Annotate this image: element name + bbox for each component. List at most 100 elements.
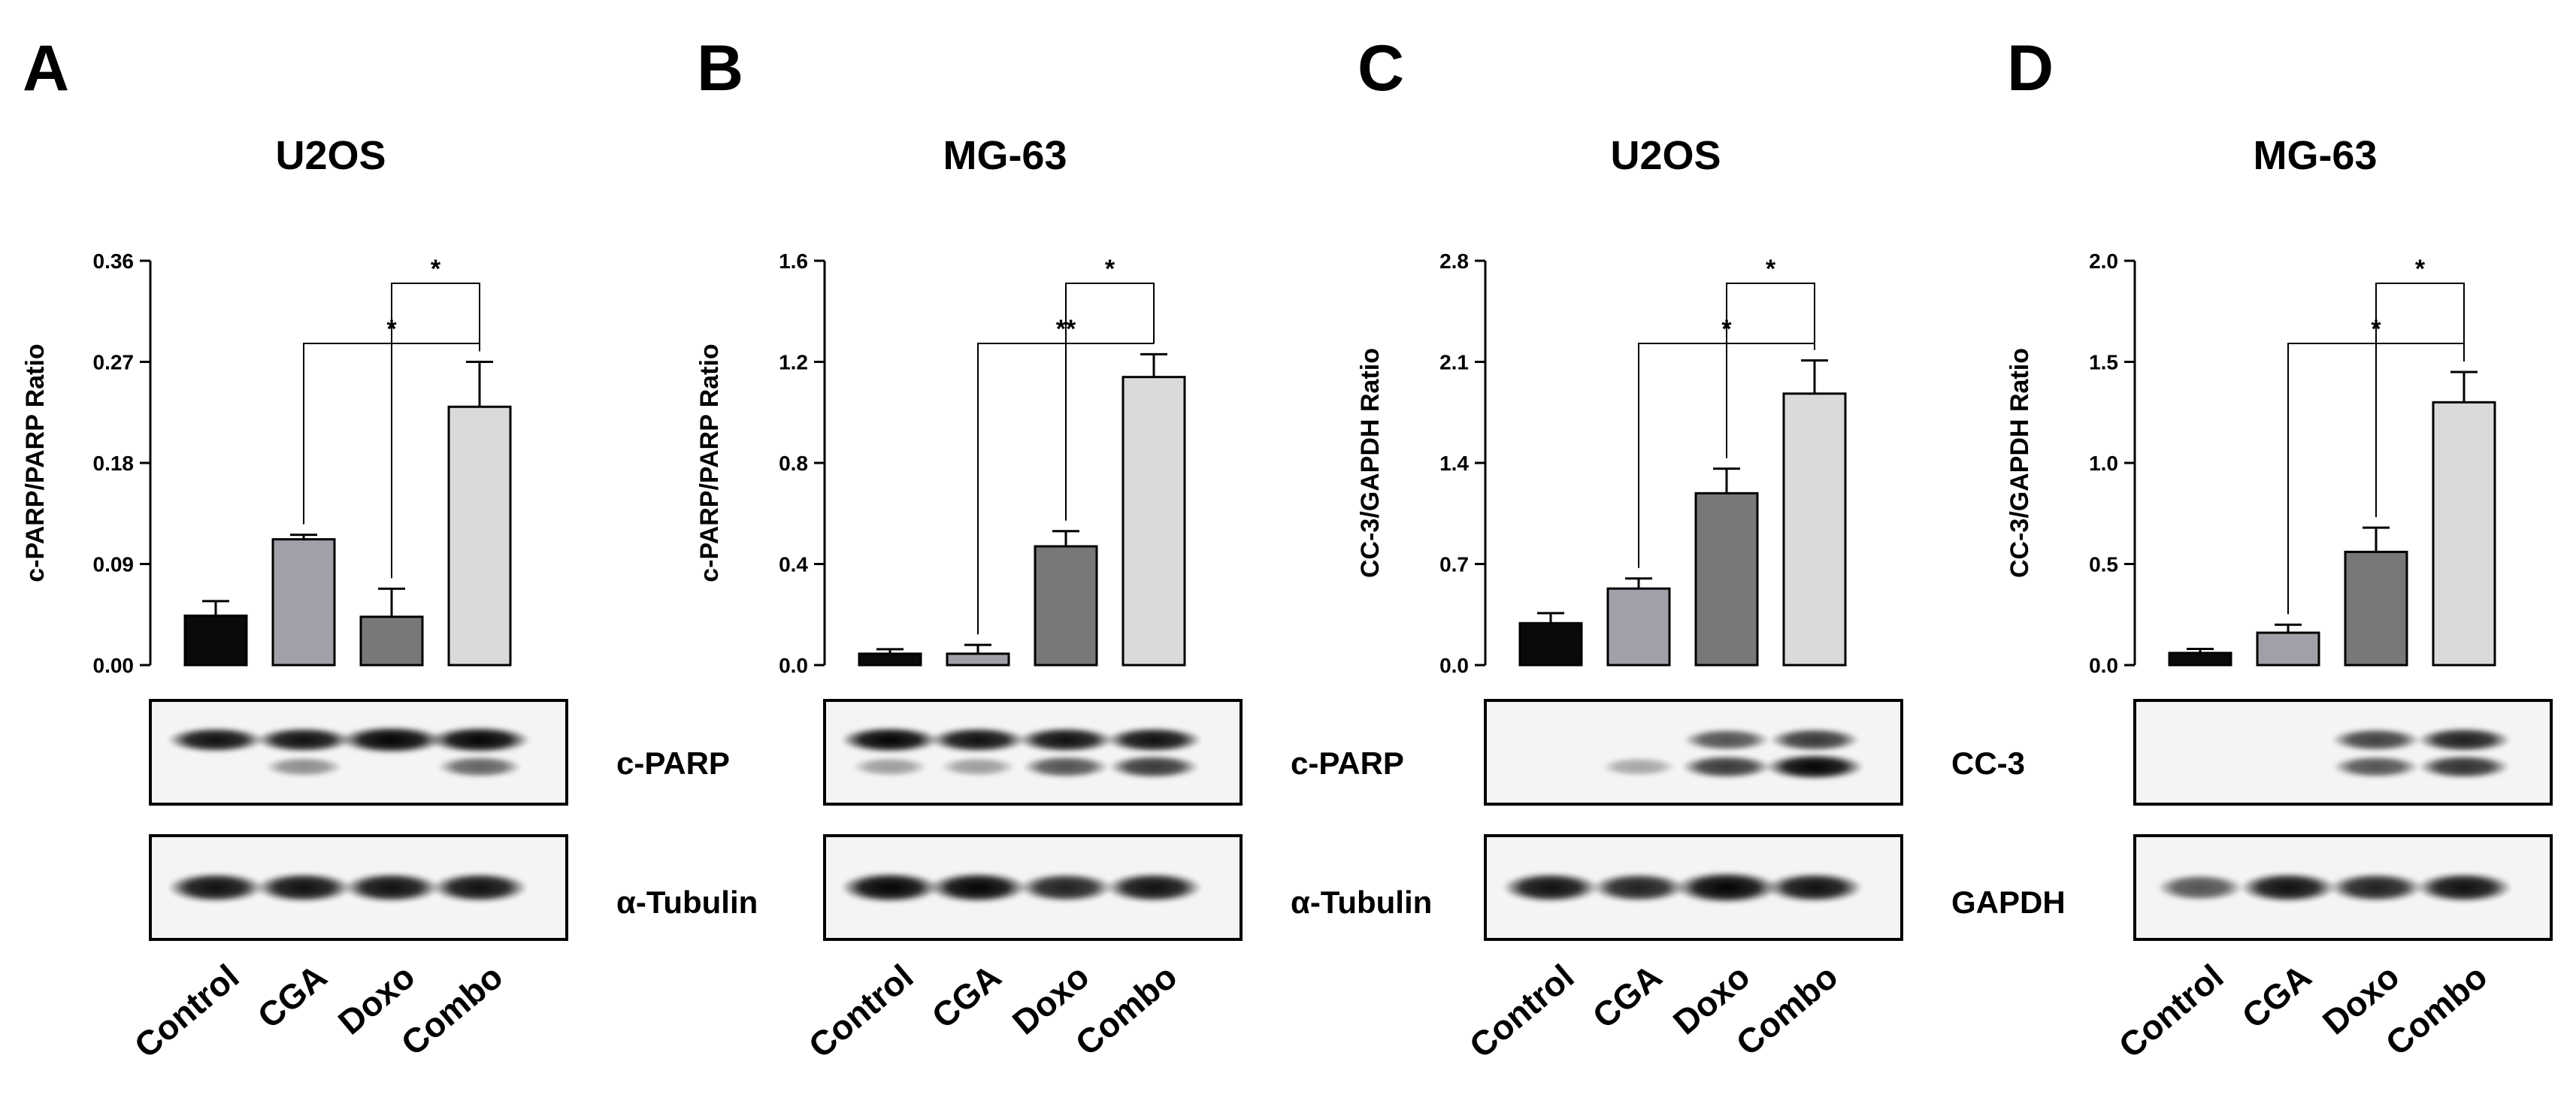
- blot-band: [428, 726, 531, 754]
- bar-cga: [2256, 631, 2320, 667]
- significance-label: *: [431, 255, 441, 283]
- blot-band: [1765, 753, 1864, 780]
- chart-title: MG-63: [2253, 133, 2377, 178]
- x-tick-label: Control: [127, 957, 247, 1066]
- blot-band: [840, 872, 940, 903]
- blot-band: [1106, 873, 1202, 903]
- x-tick-label: Control: [801, 957, 921, 1066]
- bar-doxo: [359, 615, 424, 667]
- blot-band: [1601, 757, 1676, 776]
- panel-letter: A: [23, 32, 69, 104]
- blot-band: [2331, 727, 2421, 752]
- blot-band: [1022, 755, 1109, 779]
- y-tick-label: 2.1: [1439, 351, 1469, 374]
- blot-band: [1106, 727, 1202, 753]
- bar-combo: [2432, 401, 2496, 667]
- significance-label: *: [2415, 255, 2426, 283]
- blot-label-bottom: α-Tubulin: [616, 885, 758, 920]
- significance-label: *: [1105, 255, 1115, 283]
- blot-band: [1682, 755, 1772, 779]
- bar-control: [858, 652, 922, 667]
- blot-band: [1591, 873, 1686, 903]
- significance-bracket: [2375, 283, 2465, 518]
- x-tick-label: CGA: [2235, 957, 2319, 1036]
- x-tick-label: Control: [2111, 957, 2231, 1066]
- y-tick-label: 0.0: [1439, 654, 1469, 677]
- panel-letter: C: [1358, 32, 1404, 104]
- y-axis-label: CC-3/GAPDH Ratio: [2005, 348, 2034, 578]
- bar-doxo: [1694, 491, 1759, 667]
- bar-doxo: [1034, 545, 1098, 667]
- panel-a: A U2OS 0.00 0.09 0.18 0.27 0.36 c-PARP/PARP Rat…: [21, 32, 758, 1066]
- y-tick-label: 0.0: [779, 654, 808, 677]
- x-tick-label: Combo: [2378, 957, 2495, 1063]
- bar-combo: [1122, 376, 1186, 667]
- y-tick-label: 0.27: [93, 351, 135, 374]
- bar-cga: [1606, 587, 1671, 667]
- y-tick-label: 1.0: [2089, 452, 2118, 475]
- bar-combo: [447, 405, 512, 667]
- blot-band: [265, 757, 343, 777]
- blot-band: [2332, 755, 2420, 779]
- blot-band: [1109, 755, 1199, 779]
- blot-band: [340, 725, 443, 754]
- blot-box: [1484, 699, 1903, 806]
- x-tick-label: CGA: [250, 957, 334, 1036]
- blot-label-top: c-PARP: [616, 746, 730, 781]
- y-axis-label: CC-3/GAPDH Ratio: [1356, 348, 1385, 578]
- y-tick-label: 0.09: [93, 553, 135, 576]
- x-tick-label: CGA: [1585, 957, 1669, 1036]
- bar-control: [2168, 652, 2232, 667]
- y-tick-label: 1.5: [2089, 351, 2118, 374]
- panel-letter: B: [697, 32, 743, 104]
- significance-bracket: [1726, 283, 1815, 458]
- bar-cga: [946, 652, 1010, 667]
- blot-band: [940, 757, 1016, 777]
- blot-band: [1675, 871, 1778, 904]
- blot-band: [2417, 727, 2511, 752]
- blot-band: [1503, 873, 1599, 903]
- blot-band: [168, 873, 264, 903]
- blot-band: [2418, 755, 2510, 779]
- y-tick-label: 1.6: [779, 250, 808, 273]
- panel-b: BMG-630.00.40.81.21.6c-PARP/PARP Ratio**…: [695, 32, 1432, 1066]
- bar-control: [1518, 622, 1583, 667]
- x-tick-label: Combo: [394, 957, 510, 1063]
- y-tick-label: 0.00: [93, 654, 135, 677]
- chart-title: U2OS: [1610, 133, 1721, 178]
- blot-band: [2416, 873, 2512, 903]
- blot-band: [437, 755, 522, 778]
- blot-band: [840, 726, 940, 753]
- x-tick-label: Combo: [1729, 957, 1845, 1063]
- y-tick-label: 0.4: [779, 553, 808, 576]
- blot-band: [1766, 873, 1863, 903]
- panel-letter: D: [2007, 32, 2054, 104]
- blot-box: [823, 699, 1243, 806]
- y-tick-label: 0.7: [1439, 553, 1469, 576]
- y-axis-label: c-PARP/PARP Ratio: [695, 343, 724, 582]
- y-tick-label: 2.0: [2089, 250, 2118, 273]
- x-tick-label: Control: [1462, 957, 1582, 1066]
- blot-band: [1019, 873, 1113, 903]
- y-axis-label: c-PARP/PARP Ratio: [21, 343, 50, 582]
- blot-band: [930, 727, 1026, 753]
- bar-combo: [1782, 392, 1847, 667]
- blot-band: [2329, 873, 2423, 903]
- bar-doxo: [2344, 550, 2408, 667]
- y-tick-label: 1.2: [779, 351, 808, 374]
- blot-band: [431, 873, 528, 903]
- blot-band: [852, 757, 928, 777]
- y-tick-label: 2.8: [1439, 250, 1469, 273]
- blot-label-bottom: α-Tubulin: [1291, 885, 1432, 920]
- blot-label-top: c-PARP: [1291, 746, 1404, 781]
- blot-band: [1769, 727, 1860, 752]
- y-tick-label: 0.8: [779, 452, 808, 475]
- y-tick-label: 1.4: [1439, 452, 1469, 475]
- significance-label: *: [1766, 255, 1776, 283]
- panel-d: DMG-630.00.51.01.52.0CC-3/GAPDH Ratio**C…: [2005, 32, 2553, 1066]
- blot-band: [168, 727, 264, 753]
- blot-band: [2157, 874, 2244, 901]
- blot-band: [1683, 728, 1770, 752]
